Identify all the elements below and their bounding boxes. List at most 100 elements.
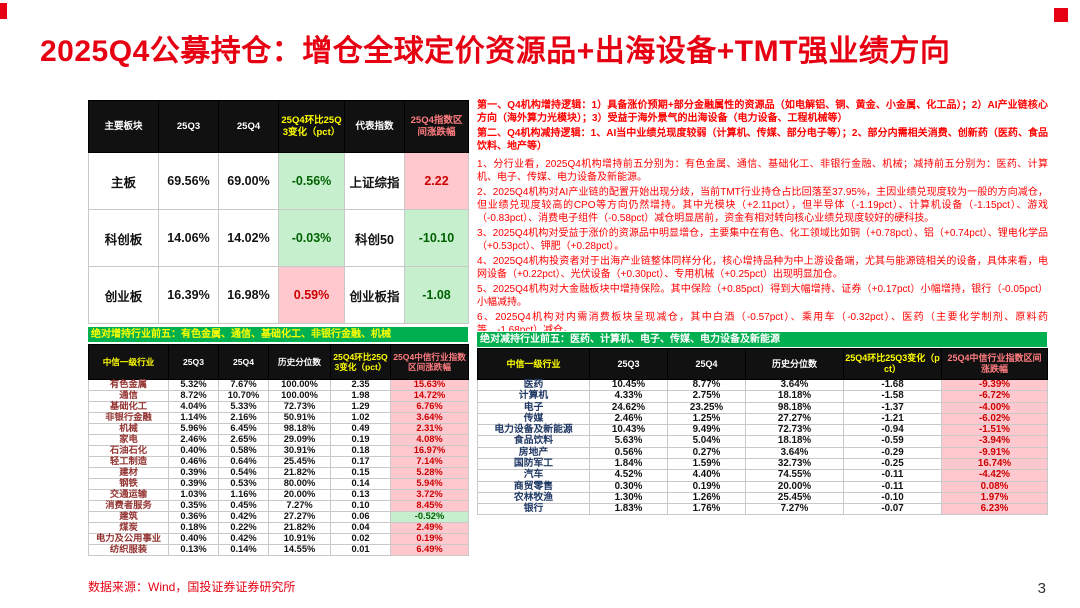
decrease-industry-name: 汽车 [477,469,590,482]
increase-q3-value: 4.04% [168,401,219,413]
increase-q4-value: 0.64% [218,456,269,468]
decrease-change-value: -0.25 [843,457,942,471]
increase-industry-name: 交通运输 [88,489,169,501]
board-q4-value: 14.02% [218,209,279,267]
increase-header-4: 25Q4环比25Q3变化（pct） [330,344,391,380]
increase-row: 纺织服装 0.13% 0.14% 14.55% 0.01 6.49% [88,544,469,556]
increase-row: 机械 5.96% 6.45% 98.18% 0.49 2.31% [88,423,469,435]
decrease-q3-value: 0.56% [589,446,668,459]
increase-q4-value: 5.33% [218,401,269,413]
decrease-percentile: 74.55% [745,469,844,482]
increase-change-value: 0.14 [330,478,391,490]
decrease-industry-name: 医药 [477,378,590,392]
decrease-industry-name: 电力设备及新能源 [477,424,590,437]
decrease-row: 电子 24.62% 23.25% 98.18% -1.37 -4.00% [477,401,1048,414]
decrease-q4-value: 23.25% [667,401,746,414]
increase-index-change: 6.49% [390,544,469,556]
decrease-q4-value: 2.75% [667,390,746,403]
increase-row: 建筑 0.36% 0.42% 27.27% 0.06 -0.52% [88,511,469,523]
data-source: 数据来源：Wind，国投证券证券研究所 [88,580,296,594]
increase-row: 通信 8.72% 10.70% 100.00% 1.98 14.72% [88,390,469,402]
board-row: 创业板 16.39% 16.98% 0.59% 创业板指 -1.08 [88,266,469,324]
increase-row: 石油石化 0.40% 0.58% 30.91% 0.18 16.97% [88,445,469,457]
decrease-index-change: -6.72% [941,390,1048,403]
board-header-5: 25Q4指数区间涨跌幅 [404,100,469,153]
decrease-index-change: 16.74% [941,457,1048,471]
decrease-q3-value: 0.30% [589,480,668,493]
decrease-q4-value: 1.25% [667,412,746,426]
increase-row: 钢铁 0.39% 0.53% 80.00% 0.14 5.94% [88,478,469,490]
board-row: 科创板 14.06% 14.02% -0.03% 科创50 -10.10 [88,209,469,267]
analysis-text-block: 第一、Q4机构增持逻辑：1）具备涨价预期+部分金融属性的资源品（如电解铝、铜、黄… [477,99,1048,331]
decrease-row: 传媒 2.46% 1.25% 27.27% -1.21 -6.02% [477,412,1048,426]
decrease-q4-value: 1.59% [667,457,746,471]
board-change-value: 0.59% [278,266,345,324]
increase-change-value: 2.35 [330,379,391,391]
board-header-3: 25Q4环比25Q3变化（pct） [278,100,345,153]
decrease-change-value: -1.58 [843,390,942,403]
analysis-paragraph-5: 3、2025Q4机构对受益于涨价的资源品中明显增仓，主要集中在有色、化工领域比如… [477,228,1048,252]
board-header-1: 25Q3 [158,100,219,153]
decrease-q4-value: 1.26% [667,491,746,505]
increase-row: 煤炭 0.18% 0.22% 21.82% 0.04 2.49% [88,522,469,534]
increase-index-change: 6.76% [390,401,469,413]
increase-row: 有色金属 5.32% 7.67% 100.00% 2.35 15.63% [88,379,469,391]
increase-row: 非银行金融 1.14% 2.16% 50.91% 1.02 3.64% [88,412,469,424]
decrease-index-change: -4.42% [941,469,1048,482]
decrease-header-3: 历史分位数 [745,348,844,380]
increase-row: 电力及公用事业 0.40% 0.42% 10.91% 0.02 0.19% [88,533,469,545]
decrease-q4-value: 4.40% [667,469,746,482]
increase-industry-name: 通信 [88,390,169,402]
analysis-paragraph-1: 第一、Q4机构增持逻辑：1）具备涨价预期+部分金融属性的资源品（如电解铝、铜、黄… [477,100,1048,124]
board-name: 主板 [88,152,159,210]
increase-q3-value: 1.14% [168,412,219,424]
decrease-index-change: -6.02% [941,412,1048,426]
increase-industry-name: 非银行金融 [88,412,169,424]
increase-q3-value: 2.46% [168,434,219,446]
increase-industry-name: 纺织服装 [88,544,169,556]
increase-q4-value: 0.22% [218,522,269,534]
board-change-value: -0.03% [278,209,345,267]
decrease-change-value: -0.94 [843,424,942,437]
increase-q4-value: 0.42% [218,533,269,545]
decrease-index-change: -9.39% [941,378,1048,392]
increase-industry-name: 家电 [88,434,169,446]
increase-index-change: 5.28% [390,467,469,479]
decrease-change-value: -0.11 [843,469,942,482]
board-q4-value: 69.00% [218,152,279,210]
analysis-paragraph-6: 4、2025Q4机构投资者对于出海产业链整体同样分化，核心增持品种为中上游设备端… [477,256,1048,280]
board-header-0: 主要板块 [88,100,159,153]
increase-industry-name: 煤炭 [88,522,169,534]
decrease-percentile: 3.64% [745,378,844,392]
increase-row: 建材 0.39% 0.54% 21.82% 0.15 5.28% [88,467,469,479]
increase-q4-value: 0.45% [218,500,269,512]
increase-q3-value: 0.46% [168,456,219,468]
increase-q4-value: 6.45% [218,423,269,435]
board-q3-value: 16.39% [158,266,219,324]
board-q3-value: 69.56% [158,152,219,210]
top-decrease-industries-bar: 绝对减持行业前五：医药、计算机、电子、传媒、电力设备及新能源 [477,332,1047,347]
decrease-q3-value: 1.30% [589,491,668,505]
increase-change-value: 0.02 [330,533,391,545]
increase-q3-value: 0.39% [168,478,219,490]
board-table-head: 主要板块 25Q3 25Q4 25Q4环比25Q3变化（pct） 代表指数 25Q4指数区… [88,100,469,153]
decrease-change-value: -0.11 [843,480,942,493]
increase-q3-value: 0.35% [168,500,219,512]
decrease-q4-value: 9.49% [667,424,746,437]
increase-q4-value: 1.16% [218,489,269,501]
decrease-change-value: -1.21 [843,412,942,426]
decrease-q3-value: 10.45% [589,378,668,392]
analysis-paragraph-3: 1、分行业看，2025Q4机构增持前五分别为：有色金属、通信、基础化工、非银行金… [477,159,1048,183]
increase-header-2: 25Q4 [218,344,269,380]
analysis-paragraph-7: 5、2025Q4机构对大金融板块中增持保险。其中保险（+0.85pct）得到大幅… [477,284,1048,308]
decrease-change-value: -1.68 [843,378,942,392]
increase-index-change: -0.52% [390,511,469,523]
analysis-paragraph-8: 6、2025Q4机构对内需消费板块呈现减仓，其中白酒（-0.57pct）、乘用车… [477,312,1048,331]
page-number: 3 [1037,580,1046,597]
decrease-row: 银行 1.83% 1.76% 7.27% -0.07 6.23% [477,503,1048,516]
increase-index-change: 16.97% [390,445,469,457]
increase-q3-value: 0.40% [168,445,219,457]
board-row: 主板 69.56% 69.00% -0.56% 上证综指 2.22 [88,152,469,210]
decrease-percentile: 25.45% [745,491,844,505]
increase-header-row: 中信一级行业 25Q3 25Q4 历史分位数 25Q4环比25Q3变化（pct） 25Q4… [88,344,469,380]
